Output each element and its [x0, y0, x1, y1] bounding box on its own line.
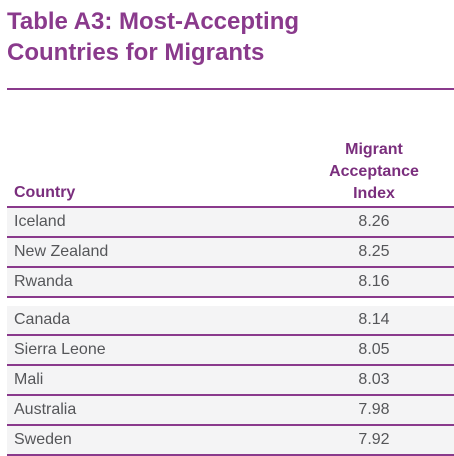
table-row: Australia 7.98 [7, 396, 454, 426]
column-header-index: Migrant Acceptance Index [304, 139, 444, 205]
column-header-country: Country [14, 184, 76, 201]
header-divider [7, 206, 454, 208]
table-header: Migrant Acceptance Index Country [7, 131, 454, 206]
country-cell: Mali [14, 371, 44, 388]
country-cell: Rwanda [14, 273, 73, 290]
country-cell: Canada [14, 311, 71, 328]
index-value-cell: 7.98 [358, 401, 390, 418]
table-row: New Zealand 8.25 [7, 238, 454, 268]
table-row: Rwanda 8.16 [7, 268, 454, 298]
index-value-cell: 8.03 [358, 371, 390, 388]
title-divider [7, 88, 454, 90]
acceptance-table: Migrant Acceptance Index Country Iceland… [7, 131, 454, 456]
page-title: Table A3: Most-Accepting Countries for M… [7, 6, 447, 68]
index-value-cell: 8.25 [358, 243, 390, 260]
title-line-2: Countries for Migrants [7, 39, 265, 66]
table-row: Mali 8.03 [7, 366, 454, 396]
country-cell: Sierra Leone [14, 341, 106, 358]
index-value-cell: 7.92 [358, 431, 390, 448]
table-row: Sierra Leone 8.05 [7, 336, 454, 366]
country-cell: Australia [14, 401, 77, 418]
table-row: Iceland 8.26 [7, 208, 454, 238]
title-line-1: Table A3: Most-Accepting [7, 8, 300, 35]
country-cell: Iceland [14, 213, 66, 230]
index-header-line-3: Index [353, 185, 395, 202]
index-header-line-1: Migrant [345, 141, 403, 158]
index-value-cell: 8.16 [358, 273, 390, 290]
index-value-cell: 8.26 [358, 213, 390, 230]
table-row: Sweden 7.92 [7, 426, 454, 456]
table-row: Canada 8.14 [7, 306, 454, 336]
table-body: Iceland 8.26 New Zealand 8.25 Rwanda 8.16 Cana… [7, 208, 454, 456]
country-cell: New Zealand [14, 243, 109, 260]
index-value-cell: 8.05 [358, 341, 390, 358]
index-value-cell: 8.14 [358, 311, 390, 328]
country-cell: Sweden [14, 431, 72, 448]
index-header-line-2: Acceptance [329, 163, 419, 180]
